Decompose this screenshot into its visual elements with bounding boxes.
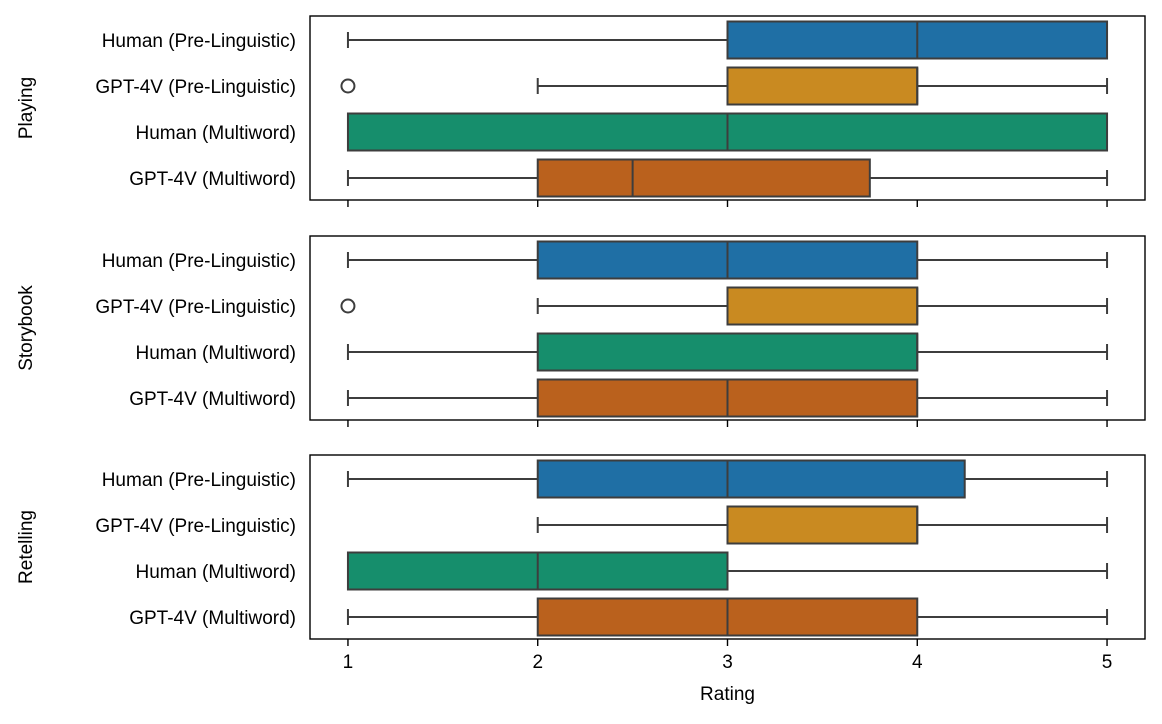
category-label: GPT-4V (Multiword) <box>129 608 296 629</box>
x-tick-label: 3 <box>722 652 733 673</box>
box-3: Human (Multiword) <box>136 551 1109 591</box>
box-1: Human (Pre-Linguistic) <box>102 20 1109 60</box>
panel-retelling: Retelling 1 2 3 4 5 Human (Pre-Linguistic) GPT-… <box>16 454 1146 673</box>
box-3: Human (Multiword) <box>136 112 1109 152</box>
box-3: Human (Multiword) <box>136 332 1109 372</box>
category-label: GPT-4V (Pre-Linguistic) <box>95 77 296 98</box>
category-label: Human (Multiword) <box>136 562 296 583</box>
category-label: GPT-4V (Pre-Linguistic) <box>95 516 296 537</box>
box-1: Human (Pre-Linguistic) <box>102 240 1109 280</box>
panels-layer: Playing Human (Pre-Linguistic) GPT-4V (Pre… <box>16 15 1146 673</box>
outlier-point <box>340 298 356 314</box>
box-4: GPT-4V (Multiword) <box>129 378 1109 418</box>
panel-storybook: Storybook Human (Pre-Linguistic) GPT-4V (P… <box>16 235 1146 427</box>
category-label: Human (Pre-Linguistic) <box>102 31 296 52</box>
box-iqr <box>536 332 919 372</box>
x-tick-label: 2 <box>532 652 543 673</box>
category-label: GPT-4V (Pre-Linguistic) <box>95 297 296 318</box>
box-2: GPT-4V (Pre-Linguistic) <box>95 66 1109 106</box>
y-axis-title: Playing <box>16 77 37 139</box>
category-label: Human (Multiword) <box>136 123 296 144</box>
category-label: GPT-4V (Multiword) <box>129 169 296 190</box>
box-1: Human (Pre-Linguistic) <box>102 459 1109 499</box>
box-iqr <box>536 158 871 198</box>
box-2: GPT-4V (Pre-Linguistic) <box>95 286 1109 326</box>
box-iqr <box>726 286 919 326</box>
x-axis-title: Rating <box>700 684 755 705</box>
box-iqr <box>726 505 919 545</box>
box-4: GPT-4V (Multiword) <box>129 158 1109 198</box>
category-label: Human (Multiword) <box>136 343 296 364</box>
box-iqr <box>726 66 919 106</box>
y-axis-title: Retelling <box>16 510 37 584</box>
outlier-point <box>340 78 356 94</box>
box-2: GPT-4V (Pre-Linguistic) <box>95 505 1109 545</box>
category-label: GPT-4V (Multiword) <box>129 389 296 410</box>
box-4: GPT-4V (Multiword) <box>129 597 1109 637</box>
x-tick-label: 4 <box>912 652 923 673</box>
category-label: Human (Pre-Linguistic) <box>102 470 296 491</box>
category-label: Human (Pre-Linguistic) <box>102 251 296 272</box>
x-tick-label: 1 <box>343 652 354 673</box>
box-iqr <box>536 459 966 499</box>
y-axis-title: Storybook <box>16 285 37 371</box>
x-tick-label: 5 <box>1102 652 1113 673</box>
panel-playing: Playing Human (Pre-Linguistic) GPT-4V (Pre… <box>16 15 1146 207</box>
